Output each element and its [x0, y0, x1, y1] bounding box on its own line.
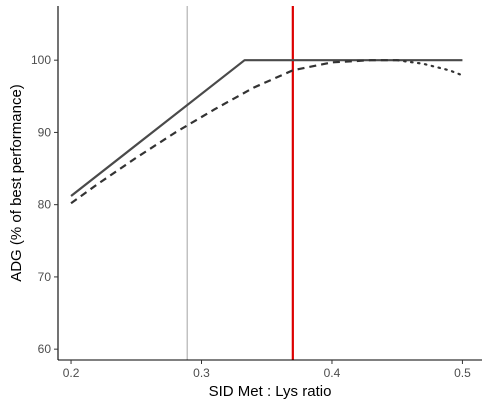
y-axis-title: ADG (% of best performance) — [8, 84, 25, 282]
x-ticks: 0.2 0.3 0.4 0.5 — [63, 360, 471, 380]
x-tick-label: 0.3 — [193, 366, 210, 380]
x-tick-label: 0.4 — [324, 366, 341, 380]
x-tick-label: 0.2 — [63, 366, 80, 380]
reference-lines — [186, 6, 294, 360]
y-tick-label: 80 — [38, 198, 52, 212]
y-tick-label: 70 — [38, 270, 52, 284]
axes — [57, 6, 482, 361]
y-tick-label: 90 — [38, 125, 52, 139]
x-axis-title: SID Met : Lys ratio — [209, 383, 332, 400]
series-layer — [70, 59, 464, 205]
y-tick-label: 100 — [31, 53, 51, 67]
y-ticks: 60 70 80 90 100 — [31, 53, 58, 356]
y-tick-label: 60 — [38, 342, 52, 356]
series-line-dashed — [70, 59, 398, 205]
series-line-dotted — [396, 59, 464, 77]
x-tick-label: 0.5 — [454, 366, 471, 380]
series-line-solid — [70, 59, 463, 197]
